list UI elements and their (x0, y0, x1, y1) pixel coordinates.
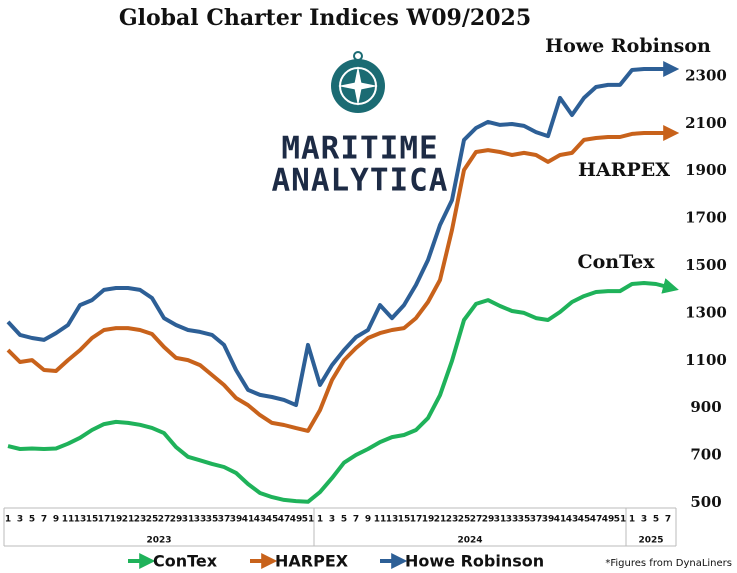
x-tick-label: 41 (242, 515, 255, 525)
x-tick-label: 21 (122, 515, 135, 525)
x-tick-label: 15 (398, 515, 411, 525)
x-tick-label: 39 (542, 515, 555, 525)
series-label: HARPEX (578, 159, 670, 181)
line-series (6, 61, 680, 408)
y-tick-label: 2100 (685, 114, 727, 132)
x-tick-label: 1 (5, 515, 11, 525)
x-tick-label: 1 (317, 515, 323, 525)
x-tick-label: 13 (386, 515, 399, 525)
x-tick-label: 47 (590, 515, 603, 525)
y-tick-label: 1100 (685, 351, 727, 369)
legend-label: Howe Robinson (405, 552, 544, 571)
series-label: Howe Robinson (545, 35, 711, 57)
x-tick-label: 33 (506, 515, 519, 525)
legend-label: ConTex (153, 552, 218, 571)
y-tick-label: 1500 (685, 256, 727, 274)
y-tick-label: 500 (690, 493, 721, 511)
x-group-label: 2025 (638, 536, 663, 546)
y-tick-label: 1300 (685, 303, 727, 321)
x-tick-label: 45 (578, 515, 591, 525)
x-tick-label: 5 (653, 515, 659, 525)
x-tick-label: 49 (290, 515, 303, 525)
x-tick-label: 39 (230, 515, 243, 525)
x-tick-label: 11 (62, 515, 75, 525)
x-tick-label: 21 (434, 515, 447, 525)
x-tick-label: 7 (665, 515, 671, 525)
x-tick-label: 27 (158, 515, 171, 525)
x-tick-label: 35 (206, 515, 219, 525)
x-tick-label: 33 (194, 515, 207, 525)
x-group-label: 2023 (146, 536, 171, 546)
series-label: ConTex (578, 251, 656, 273)
x-tick-label: 17 (98, 515, 111, 525)
x-tick-label: 29 (482, 515, 495, 525)
x-tick-label: 51 (302, 515, 315, 525)
x-group-label: 2024 (457, 536, 482, 546)
x-tick-label: 25 (458, 515, 471, 525)
line-series (6, 125, 680, 433)
logo: MARITIME ANALYTICA (272, 40, 449, 199)
y-tick-label: 1900 (685, 161, 727, 179)
y-tick-label: 900 (690, 398, 721, 416)
x-tick-label: 27 (470, 515, 483, 525)
y-tick-label: 2300 (685, 66, 727, 84)
x-tick-label: 13 (74, 515, 87, 525)
x-tick-label: 29 (170, 515, 183, 525)
x-tick-label: 45 (266, 515, 279, 525)
x-tick-label: 15 (86, 515, 99, 525)
x-tick-label: 7 (41, 515, 47, 525)
footnote: *Figures from DynaLiners (605, 558, 732, 569)
x-tick-label: 7 (353, 515, 359, 525)
x-tick-label: 5 (341, 515, 347, 525)
x-tick-label: 9 (53, 515, 59, 525)
logo-text: MARITIME (281, 131, 438, 167)
x-tick-label: 43 (566, 515, 579, 525)
legend-label: HARPEX (275, 552, 349, 571)
x-tick-label: 23 (134, 515, 147, 525)
x-tick-label: 3 (329, 515, 335, 525)
logo-text: ANALYTICA (272, 163, 449, 199)
x-tick-label: 11 (374, 515, 387, 525)
x-tick-label: 1 (629, 515, 635, 525)
x-tick-label: 37 (530, 515, 543, 525)
x-tick-label: 19 (110, 515, 123, 525)
x-tick-label: 3 (17, 515, 23, 525)
x-tick-label: 47 (278, 515, 291, 525)
x-tick-label: 25 (146, 515, 159, 525)
x-tick-label: 31 (494, 515, 507, 525)
x-tick-label: 37 (218, 515, 231, 525)
x-tick-label: 23 (446, 515, 459, 525)
x-tick-label: 35 (518, 515, 531, 525)
x-tick-label: 51 (614, 515, 627, 525)
x-tick-label: 41 (554, 515, 567, 525)
y-tick-label: 1700 (685, 209, 727, 227)
x-tick-label: 3 (641, 515, 647, 525)
x-tick-label: 5 (29, 515, 35, 525)
y-tick-label: 700 (690, 446, 721, 464)
x-tick-label: 49 (602, 515, 615, 525)
x-tick-label: 9 (365, 515, 371, 525)
chart-title: Global Charter Indices W09/2025 (119, 5, 531, 31)
x-tick-label: 17 (410, 515, 423, 525)
line-series (7, 278, 679, 504)
x-tick-label: 31 (182, 515, 195, 525)
x-tick-label: 43 (254, 515, 267, 525)
x-tick-label: 19 (422, 515, 435, 525)
